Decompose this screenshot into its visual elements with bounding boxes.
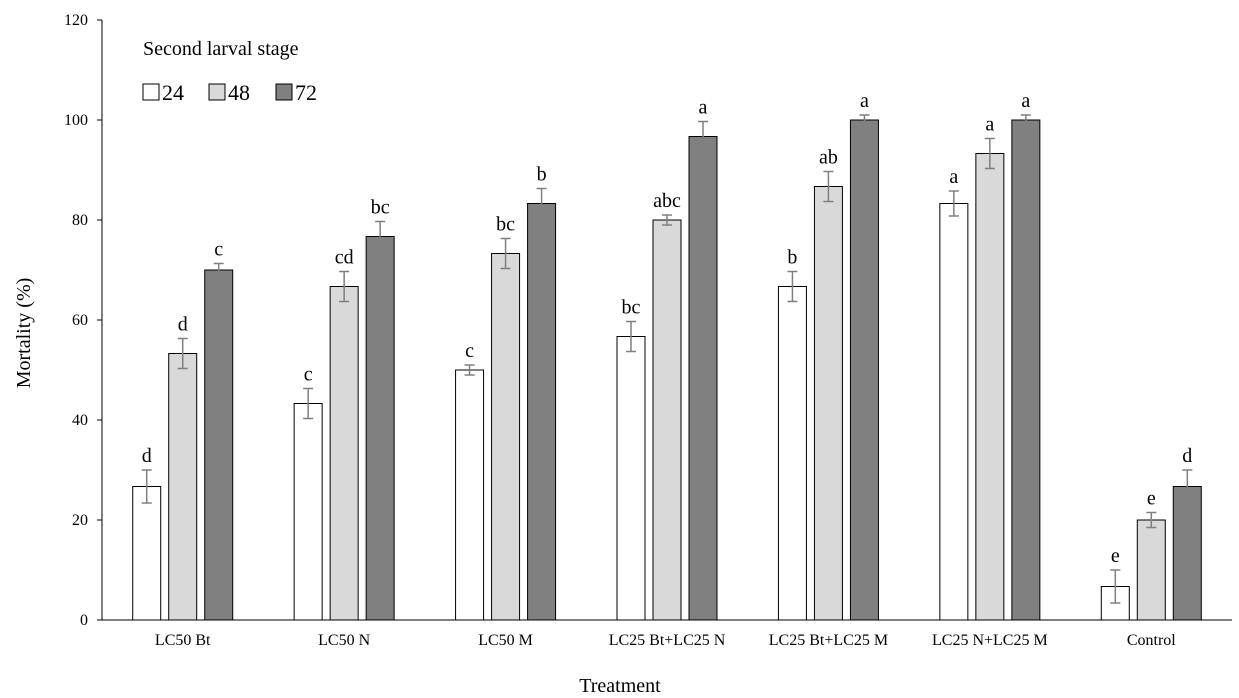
y-tick-label: 40 [72, 412, 88, 429]
category-label: LC25 Bt+LC25 N [609, 632, 726, 649]
category-label: LC25 Bt+LC25 M [769, 632, 888, 649]
significance-letter: cd [335, 247, 354, 269]
category-labels: LC50 Bt LC50 N LC50 M LC25 Bt+LC25 N LC25 Bt… [155, 632, 1176, 649]
y-tick-label: 120 [64, 12, 88, 29]
bar-48 [652, 219, 682, 621]
significance-letter: c [214, 239, 223, 261]
bar-48 [1136, 519, 1166, 621]
bars [132, 119, 1202, 621]
significance-letter: b [537, 164, 547, 186]
y-tick-label: 0 [80, 612, 88, 629]
significance-letter: ab [819, 147, 838, 169]
bar-72 [1172, 486, 1202, 621]
significance-letter: d [178, 314, 188, 336]
significance-letter: e [1111, 545, 1120, 567]
category-label: LC25 N+LC25 M [932, 632, 1048, 649]
category-label: LC50 N [318, 632, 370, 649]
bar-48 [329, 286, 359, 621]
bar-72 [527, 203, 557, 621]
bar-72 [849, 119, 879, 621]
significance-letter: c [465, 340, 474, 362]
legend-title: Second larval stage [143, 38, 299, 60]
significance-letter: d [142, 445, 152, 467]
legend-items: 24 48 72 [142, 80, 317, 105]
category-label: LC50 Bt [155, 632, 211, 649]
y-ticks: 0 20 40 60 80 100 120 [64, 12, 102, 629]
bar-24 [939, 203, 969, 621]
legend-label-48: 48 [228, 80, 250, 105]
legend-swatch-48 [208, 83, 226, 101]
bar-48 [813, 186, 843, 621]
significance-letter: e [1147, 488, 1156, 510]
bar-72 [1011, 119, 1041, 621]
significance-letter: b [787, 247, 797, 269]
bar-24 [777, 286, 807, 621]
bar-24 [293, 403, 323, 621]
y-axis-title: Mortality (%) [13, 278, 35, 389]
bar-72 [688, 136, 718, 621]
error-bars [141, 114, 1193, 604]
significance-letter: bc [622, 297, 641, 319]
bar-72 [204, 269, 234, 621]
y-tick-label: 20 [72, 512, 88, 529]
significance-letter: bc [496, 214, 515, 236]
bar-24 [455, 369, 485, 621]
significance-letter: a [949, 166, 958, 188]
significance-letter: c [304, 364, 313, 386]
y-tick-label: 80 [72, 212, 88, 229]
legend: Second larval stage 24 48 72 [142, 38, 317, 105]
y-tick-label: 100 [64, 112, 88, 129]
significance-letter: a [860, 90, 869, 112]
bar-48 [975, 153, 1005, 621]
legend-swatch-24 [142, 83, 160, 101]
significance-letter: abc [653, 190, 681, 212]
significance-letter: a [985, 114, 994, 136]
category-label: Control [1127, 632, 1176, 649]
legend-label-24: 24 [162, 80, 184, 105]
significance-letter: d [1182, 445, 1192, 467]
bar-72 [365, 236, 395, 621]
x-axis-title: Treatment [579, 675, 661, 697]
bar-48 [168, 353, 198, 621]
significance-letter: bc [371, 197, 390, 219]
significance-letter: a [1021, 90, 1030, 112]
legend-label-72: 72 [295, 80, 317, 105]
category-label: LC50 M [478, 632, 533, 649]
legend-swatch-72 [275, 83, 293, 101]
bar-24 [616, 336, 646, 621]
significance-letter: a [699, 97, 708, 119]
bar-24 [132, 486, 162, 621]
y-tick-label: 60 [72, 312, 88, 329]
bar-48 [491, 253, 521, 621]
